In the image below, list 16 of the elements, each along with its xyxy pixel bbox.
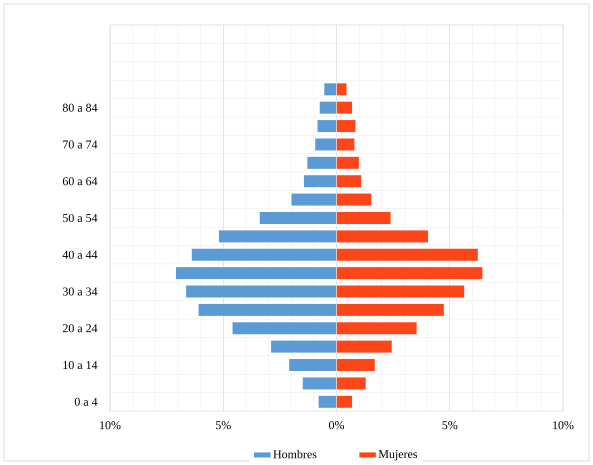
x-tick-label: 10% — [100, 421, 121, 430]
legend-label: Hombres — [273, 450, 316, 458]
x-tick-label: 10% — [553, 421, 574, 430]
y-tick-label: 80 a 84 — [62, 104, 98, 112]
y-tick-label: 10 a 14 — [63, 360, 98, 370]
x-tick-label: 0% — [328, 421, 344, 430]
y-tick-label: 50 a 54 — [63, 214, 98, 222]
y-tick-label: 30 a 34 — [62, 287, 98, 296]
y-tick-label: 70 a 74 — [63, 140, 98, 148]
y-tick-label: 40 a 44 — [62, 250, 98, 259]
x-tick-label: 5% — [442, 421, 458, 430]
x-tick-label: 5% — [216, 421, 231, 430]
y-tick-label: 60 a 64 — [62, 177, 98, 186]
legend-label: Mujeres — [378, 450, 418, 461]
y-tick-label: 20 a 24 — [62, 324, 98, 332]
y-tick-label: 0 a 4 — [74, 398, 98, 406]
